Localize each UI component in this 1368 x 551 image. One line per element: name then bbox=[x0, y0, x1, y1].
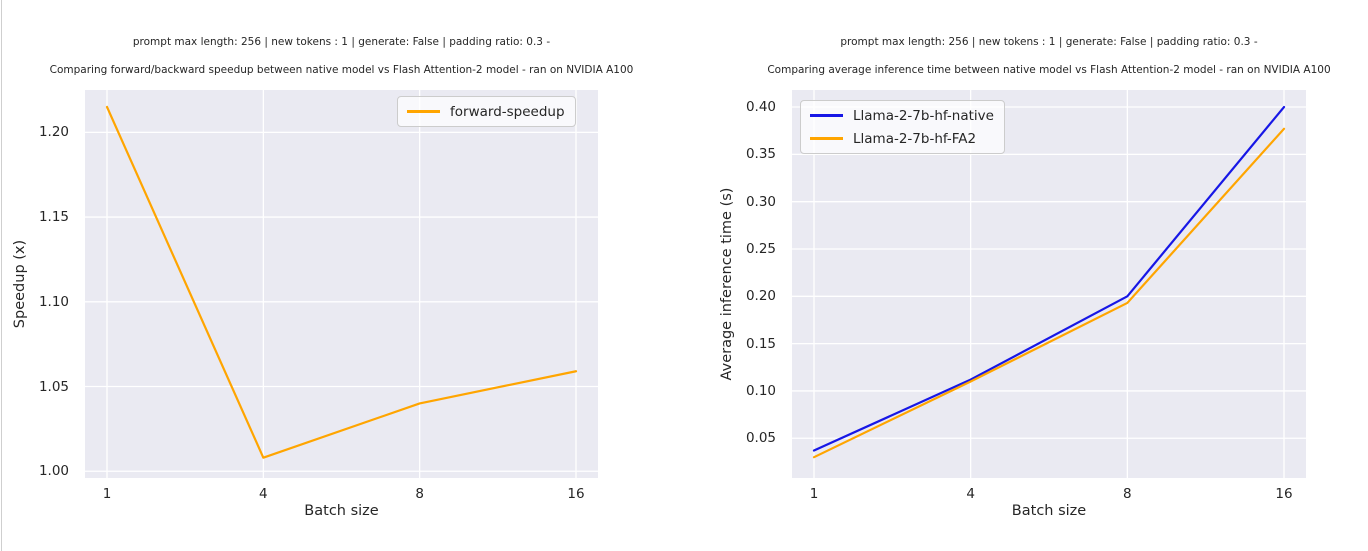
y-tick-label: 0.25 bbox=[745, 240, 776, 257]
series-line-forward-speedup bbox=[105, 105, 578, 459]
plot-area bbox=[792, 90, 1306, 478]
speedup-figure: prompt max length: 256 | new tokens : 1 … bbox=[12, 36, 634, 519]
legend-label: Llama-2-7b-hf-FA2 bbox=[853, 130, 977, 147]
inference-time-figure: prompt max length: 256 | new tokens : 1 … bbox=[684, 0, 1368, 551]
legend-line-swatch bbox=[810, 137, 843, 140]
legend: forward-speedup bbox=[397, 96, 576, 127]
y-tick-label: 1.10 bbox=[38, 293, 69, 310]
legend-item: Llama-2-7b-hf-native bbox=[810, 105, 994, 126]
series-line-Llama-2-7b-hf-FA2 bbox=[812, 127, 1286, 459]
x-tick-label: 1 bbox=[809, 486, 819, 502]
x-tick-label: 8 bbox=[1123, 486, 1132, 502]
y-tick-label: 1.05 bbox=[38, 378, 69, 395]
legend-item: Llama-2-7b-hf-FA2 bbox=[810, 128, 994, 149]
y-tick-label: 0.30 bbox=[745, 193, 776, 210]
legend: Llama-2-7b-hf-native Llama-2-7b-hf-FA2 bbox=[800, 100, 1005, 154]
plot-svg bbox=[85, 90, 598, 478]
legend-line-swatch bbox=[407, 110, 440, 113]
x-tick-label: 4 bbox=[259, 486, 268, 502]
x-axis-label: Batch size bbox=[304, 503, 379, 519]
legend-label: Llama-2-7b-hf-native bbox=[853, 107, 994, 124]
y-tick-label: 0.05 bbox=[745, 430, 776, 447]
figure-suptitle: prompt max length: 256 | new tokens : 1 … bbox=[840, 36, 1258, 48]
y-tick-label: 0.15 bbox=[745, 335, 776, 352]
y-tick-label: 1.00 bbox=[38, 463, 69, 480]
x-tick-label: 8 bbox=[415, 486, 424, 502]
x-tick-label: 1 bbox=[102, 486, 112, 502]
y-tick-label: 0.20 bbox=[745, 288, 776, 305]
x-tick-label: 4 bbox=[966, 486, 975, 502]
figure-suptitle: prompt max length: 256 | new tokens : 1 … bbox=[132, 36, 551, 48]
window-left-border bbox=[1, 0, 2, 551]
axes-title: Comparing average inference time between… bbox=[767, 64, 1331, 76]
y-tick-label: 0.35 bbox=[745, 146, 776, 163]
series-line-Llama-2-7b-hf-native bbox=[812, 105, 1286, 452]
x-axis-label: Batch size bbox=[1011, 503, 1087, 519]
y-tick-label: 1.20 bbox=[38, 124, 69, 141]
plot-svg bbox=[792, 90, 1306, 478]
plot-area bbox=[85, 90, 598, 478]
y-tick-label: 0.10 bbox=[745, 382, 776, 399]
x-tick-label: 16 bbox=[567, 486, 585, 502]
axes-title: Comparing forward/backward speedup betwe… bbox=[49, 64, 634, 76]
x-tick-label: 16 bbox=[1275, 486, 1293, 502]
legend-item: forward-speedup bbox=[407, 101, 565, 122]
y-tick-label: 0.40 bbox=[745, 99, 776, 116]
legend-label: forward-speedup bbox=[450, 103, 565, 120]
legend-line-swatch bbox=[810, 114, 843, 117]
y-tick-label: 1.15 bbox=[38, 209, 69, 226]
